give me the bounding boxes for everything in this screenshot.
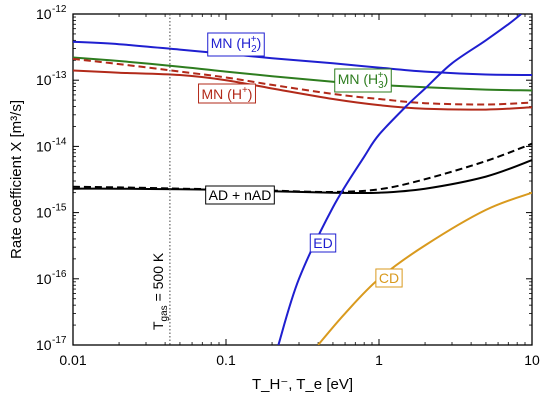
label-mn-h2-text: MN (H2+): [211, 34, 262, 55]
tgas-label: Tgas = 500 K: [150, 252, 170, 330]
label-mn-h2-box: [207, 32, 265, 57]
series-mn_h-solid: [73, 69, 532, 111]
y-tick-exponent: -12: [52, 4, 67, 15]
x-tick-label: 0.01: [59, 352, 86, 368]
label-cd: CD: [375, 268, 403, 288]
series-layer: [73, 14, 532, 345]
plot-border: [72, 13, 533, 346]
series-ad-dashed: [73, 142, 532, 194]
series-mn_h-dashed: [73, 57, 532, 106]
y-tick-label: 10: [36, 205, 52, 221]
series-mn_h2-solid: [73, 40, 532, 76]
plot-frame: [72, 13, 533, 346]
label-mn-h3-text: MN (H3+): [338, 70, 389, 91]
y-tick-label: 10: [36, 138, 52, 154]
series-cd-solid: [317, 191, 532, 345]
y-tick-exponent: -14: [52, 136, 67, 147]
label-ad-box: [205, 185, 275, 205]
y-tick-label: 10: [36, 271, 52, 287]
label-mn-h2: MN (H2+): [207, 32, 265, 57]
label-ad-text: AD + nAD: [209, 187, 272, 203]
x-tick-label: 10: [524, 352, 540, 368]
series-ed-solid: [277, 14, 522, 345]
y-tick-exponent: -17: [52, 335, 67, 346]
label-ad: AD + nAD: [205, 185, 275, 205]
x-axis-ticks: 0.01 0.1 1 10: [59, 14, 540, 368]
y-axis-label: Rate coefficient X [m³/s]: [8, 100, 25, 259]
y-tick-label: 10: [36, 337, 52, 353]
label-mn-h-box: [198, 83, 256, 104]
annotation-layer: Tgas = 500 K MN (H2+) MN (H3+) MN (H+) AD + …: [150, 14, 403, 345]
x-tick-label: 1: [375, 352, 383, 368]
y-tick-exponent: -13: [52, 70, 67, 81]
y-tick-label: 10: [36, 6, 52, 22]
label-ed-text: ED: [313, 235, 332, 251]
series-ad-solid: [73, 159, 532, 195]
label-mn-h: MN (H+): [198, 83, 256, 104]
label-mn-h3: MN (H3+): [334, 68, 392, 93]
y-tick-exponent: -16: [52, 269, 67, 280]
x-tick-label: 0.1: [216, 352, 236, 368]
series-mn_h3-solid: [73, 56, 532, 92]
label-mn-h-text: MN (H+): [202, 85, 253, 102]
label-mn-h3-box: [334, 68, 392, 93]
label-ed: ED: [309, 233, 337, 253]
y-tick-exponent: -15: [52, 203, 67, 214]
label-ed-box: [309, 233, 337, 253]
label-cd-text: CD: [379, 270, 399, 286]
y-tick-label: 10: [36, 72, 52, 88]
x-axis-label: T_H⁻, T_e [eV]: [252, 376, 353, 393]
label-cd-box: [375, 268, 403, 288]
